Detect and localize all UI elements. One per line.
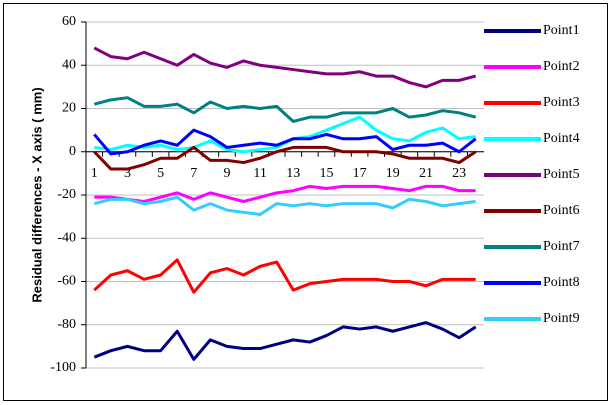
- legend-label: Point4: [543, 131, 580, 146]
- x-tick-label: 17: [353, 166, 367, 181]
- legend-label: Point7: [543, 239, 580, 254]
- y-axis-label: Residual differences - X axis ( mm): [29, 87, 44, 302]
- y-tick-label: -40: [57, 230, 76, 245]
- x-tick-label: 23: [452, 166, 466, 181]
- x-tick-label: 3: [124, 166, 131, 181]
- y-tick-label: 20: [62, 101, 76, 116]
- data-line: [93, 195, 476, 216]
- data-line: [93, 96, 477, 123]
- data-line: [93, 258, 476, 294]
- data-line: [93, 145, 477, 171]
- x-tick-label: 13: [286, 166, 300, 181]
- x-tick-label: 21: [419, 166, 433, 181]
- x-tick-label: 9: [223, 166, 230, 181]
- legend-label: Point2: [543, 59, 580, 74]
- y-tick-label: -20: [57, 187, 76, 202]
- y-tick-label: -80: [57, 317, 76, 332]
- y-tick-label: 40: [62, 57, 76, 72]
- y-tick-label: -100: [50, 360, 76, 375]
- x-tick-label: 15: [319, 166, 333, 181]
- legend-label: Point3: [543, 95, 580, 110]
- x-tick-label: 1: [91, 166, 98, 181]
- x-tick-label: 19: [386, 166, 400, 181]
- legend-label: Point9: [543, 311, 580, 326]
- data-line: [93, 321, 477, 361]
- legend-label: Point5: [543, 167, 580, 182]
- data-line: [93, 128, 477, 156]
- data-line: [93, 46, 477, 89]
- legend-label: Point6: [543, 203, 580, 218]
- y-tick-label: -60: [57, 274, 76, 289]
- x-tick-label: 5: [157, 166, 164, 181]
- data-line: [94, 184, 476, 203]
- y-tick-label: 60: [62, 14, 76, 29]
- legend-label: Point8: [543, 275, 580, 290]
- x-tick-label: 7: [190, 166, 197, 181]
- legend-label: Point1: [543, 23, 580, 38]
- y-tick-label: 0: [69, 144, 76, 159]
- x-tick-label: 11: [253, 166, 266, 181]
